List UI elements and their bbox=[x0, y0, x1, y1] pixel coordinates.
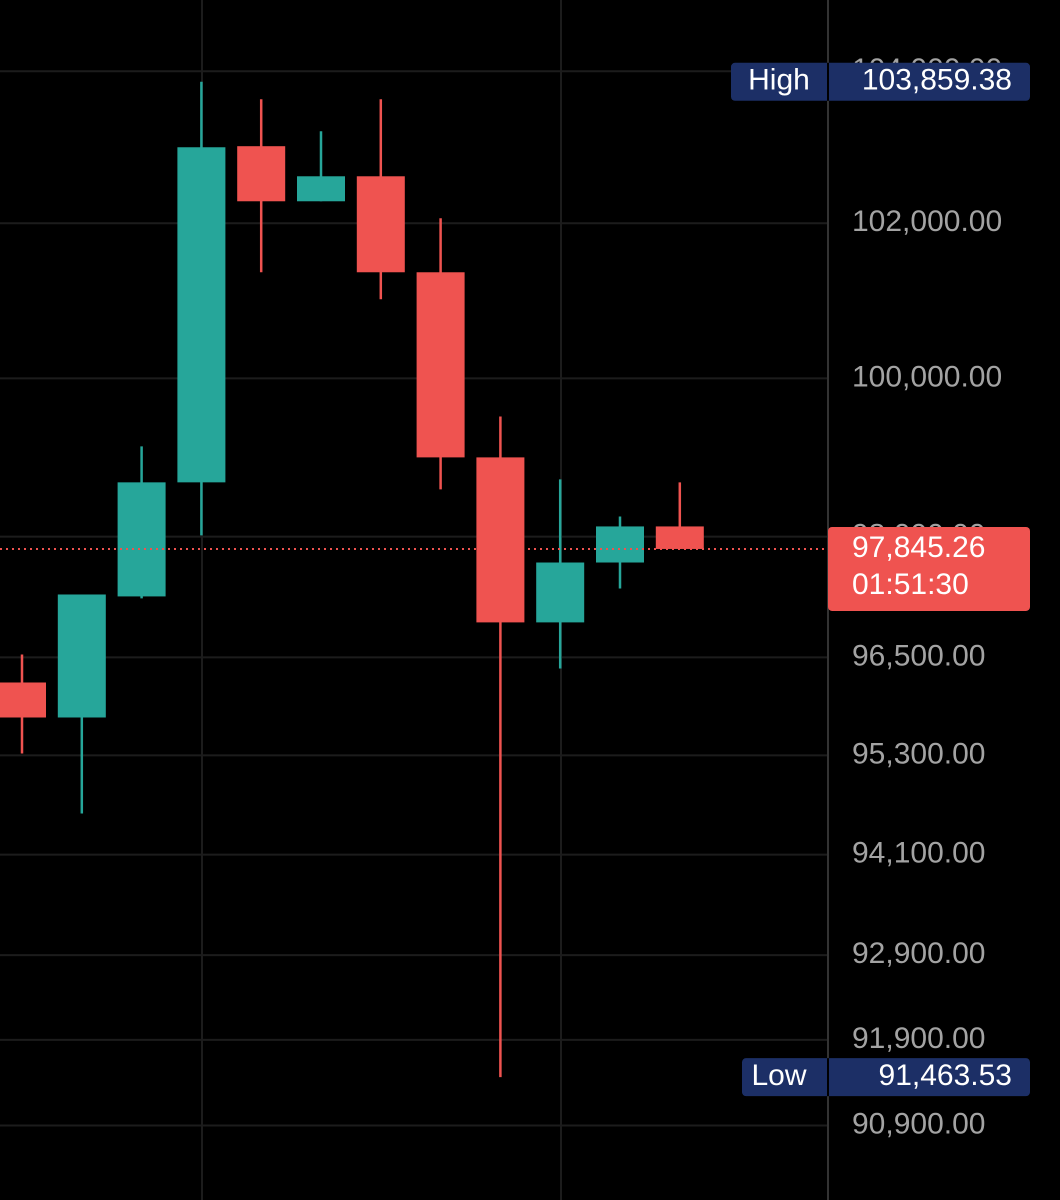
badges: 97,845.26 01:51:30 High 103,859.38 Low 91,463… bbox=[731, 62, 1030, 1097]
candle-body bbox=[0, 682, 46, 718]
y-tick-label: 94,100.00 bbox=[852, 837, 985, 870]
candle-body bbox=[237, 146, 286, 202]
marker-label: High bbox=[748, 64, 810, 97]
y-tick-label: 96,500.00 bbox=[852, 639, 985, 672]
candle-body bbox=[655, 526, 704, 549]
candle-body bbox=[476, 457, 525, 623]
y-tick-label: 92,900.00 bbox=[852, 937, 985, 970]
grid bbox=[0, 70, 828, 1127]
candle-body bbox=[177, 147, 226, 483]
candle-body bbox=[596, 526, 644, 563]
last-price-label: 97,845.26 bbox=[852, 531, 985, 564]
y-tick-label: 95,300.00 bbox=[852, 737, 985, 770]
candles bbox=[0, 81, 828, 1078]
marker-value: 103,859.38 bbox=[862, 64, 1012, 97]
y-tick-label: 90,900.00 bbox=[852, 1107, 985, 1140]
candle-body bbox=[297, 176, 345, 202]
candle-body bbox=[356, 176, 405, 273]
last-price-badge bbox=[828, 526, 1030, 611]
candle-body bbox=[416, 272, 465, 458]
marker-label: Low bbox=[751, 1059, 806, 1092]
y-tick-label: 91,900.00 bbox=[852, 1022, 985, 1055]
marker-badge bbox=[731, 62, 1030, 101]
marker-badge bbox=[742, 1058, 1030, 1097]
candle-body bbox=[536, 562, 585, 623]
candle-body bbox=[57, 594, 106, 718]
marker-value: 91,463.53 bbox=[879, 1059, 1012, 1092]
y-tick-label: 100,000.00 bbox=[852, 360, 1002, 393]
y-tick-label: 102,000.00 bbox=[852, 205, 1002, 238]
countdown: 01:51:30 bbox=[852, 568, 969, 601]
candle-body bbox=[117, 482, 166, 597]
